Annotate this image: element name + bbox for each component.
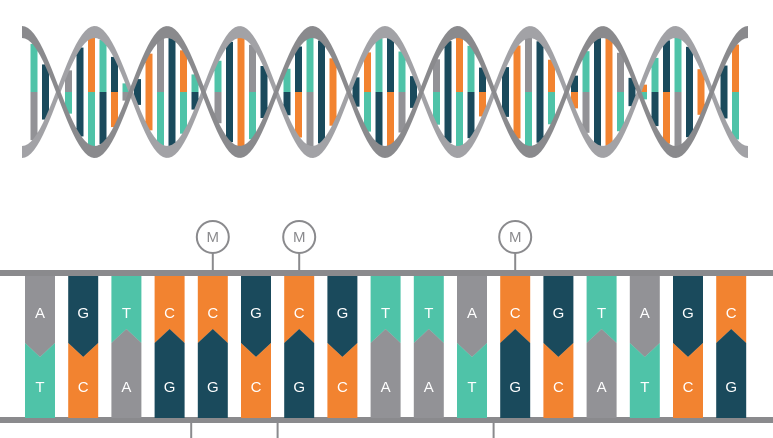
base-pair-6: GC xyxy=(241,276,271,418)
top-base-label: T xyxy=(381,305,390,322)
base-pair-13: GC xyxy=(543,276,574,418)
methyl-label: M xyxy=(293,229,306,246)
top-base-label: T xyxy=(122,305,131,322)
top-base-label: G xyxy=(77,305,89,322)
bottom-base xyxy=(586,329,617,418)
bottom-base xyxy=(457,343,487,418)
bottom-base-label: T xyxy=(640,379,649,396)
bottom-base-label: C xyxy=(553,379,564,396)
top-base xyxy=(327,276,358,357)
bottom-base-label: A xyxy=(381,379,391,396)
bottom-base-label: G xyxy=(725,379,737,396)
base-pair-14: TA xyxy=(586,276,617,418)
bottom-base xyxy=(197,329,228,418)
top-base xyxy=(457,276,487,357)
top-base-label: T xyxy=(424,305,433,322)
top-base-label: A xyxy=(640,305,650,322)
methyl-marker: M xyxy=(190,220,230,438)
top-base-label: A xyxy=(35,305,45,322)
bottom-base-label: C xyxy=(337,379,348,396)
bottom-base-label: C xyxy=(251,379,262,396)
base-pair-10: TA xyxy=(413,276,444,418)
bottom-base xyxy=(413,329,444,418)
bottom-base-label: A xyxy=(121,379,131,396)
top-base xyxy=(154,276,185,343)
top-base xyxy=(673,276,703,357)
bottom-base xyxy=(370,329,401,418)
top-base xyxy=(25,276,55,357)
top-base xyxy=(716,276,747,343)
bottom-base xyxy=(500,329,531,418)
methyl-marker: M xyxy=(276,220,317,438)
bottom-base-label: A xyxy=(424,379,434,396)
bottom-base-label: G xyxy=(293,379,305,396)
top-base-label: A xyxy=(467,305,477,322)
base-pair-9: TA xyxy=(370,276,401,418)
bottom-base xyxy=(241,343,271,418)
top-base xyxy=(68,276,99,357)
methyl-label: M xyxy=(509,229,522,246)
bottom-base xyxy=(154,329,185,418)
base-pair-2: GC xyxy=(68,276,99,418)
top-base-label: C xyxy=(510,305,521,322)
bottom-base xyxy=(284,329,315,418)
base-pair-12: CG xyxy=(500,276,531,418)
bottom-base-label: A xyxy=(597,379,607,396)
bottom-base-label: T xyxy=(467,379,476,396)
bottom-base-label: C xyxy=(78,379,89,396)
top-base xyxy=(241,276,271,357)
top-base-label: G xyxy=(553,305,565,322)
bottom-base xyxy=(25,343,55,418)
top-base-label: C xyxy=(164,305,175,322)
base-pair-15: AT xyxy=(629,276,660,418)
top-base xyxy=(284,276,315,343)
top-base xyxy=(629,276,660,357)
base-pair-5: CG xyxy=(197,276,228,418)
base-pair-4: CG xyxy=(154,276,185,418)
bottom-base-label: G xyxy=(164,379,176,396)
methyl-label: M xyxy=(207,229,220,246)
top-base-label: T xyxy=(597,305,606,322)
top-base xyxy=(543,276,574,357)
top-base xyxy=(586,276,617,343)
top-base-label: G xyxy=(337,305,349,322)
bottom-base xyxy=(716,329,747,418)
top-base-label: G xyxy=(250,305,262,322)
top-base-label: C xyxy=(207,305,218,322)
dna-double-helix xyxy=(22,26,748,158)
base-pair-7: CG xyxy=(284,276,315,418)
bottom-base xyxy=(629,343,660,418)
top-base xyxy=(111,276,142,343)
top-base xyxy=(370,276,401,343)
top-base-label: C xyxy=(726,305,737,322)
helix-rungs xyxy=(30,36,739,148)
bottom-base-label: T xyxy=(35,379,44,396)
base-pair-11: AT xyxy=(457,276,487,418)
bottom-base-label: G xyxy=(509,379,521,396)
base-pair-1: AT xyxy=(25,276,55,418)
base-pair-3: TA xyxy=(111,276,142,418)
bottom-base xyxy=(327,343,358,418)
base-pair-17: CG xyxy=(716,276,747,418)
top-base xyxy=(500,276,531,343)
base-pair-8: GC xyxy=(327,276,358,418)
bottom-base xyxy=(111,329,142,418)
top-base-label: C xyxy=(294,305,305,322)
bottom-base xyxy=(543,343,574,418)
bottom-base-label: C xyxy=(683,379,694,396)
base-pair-16: GC xyxy=(673,276,703,418)
bottom-base xyxy=(68,343,99,418)
bottom-base-label: G xyxy=(207,379,219,396)
methyl-marker: M xyxy=(492,220,533,438)
bottom-base xyxy=(673,343,703,418)
top-base-label: G xyxy=(682,305,694,322)
top-base xyxy=(413,276,444,343)
top-base xyxy=(197,276,228,343)
